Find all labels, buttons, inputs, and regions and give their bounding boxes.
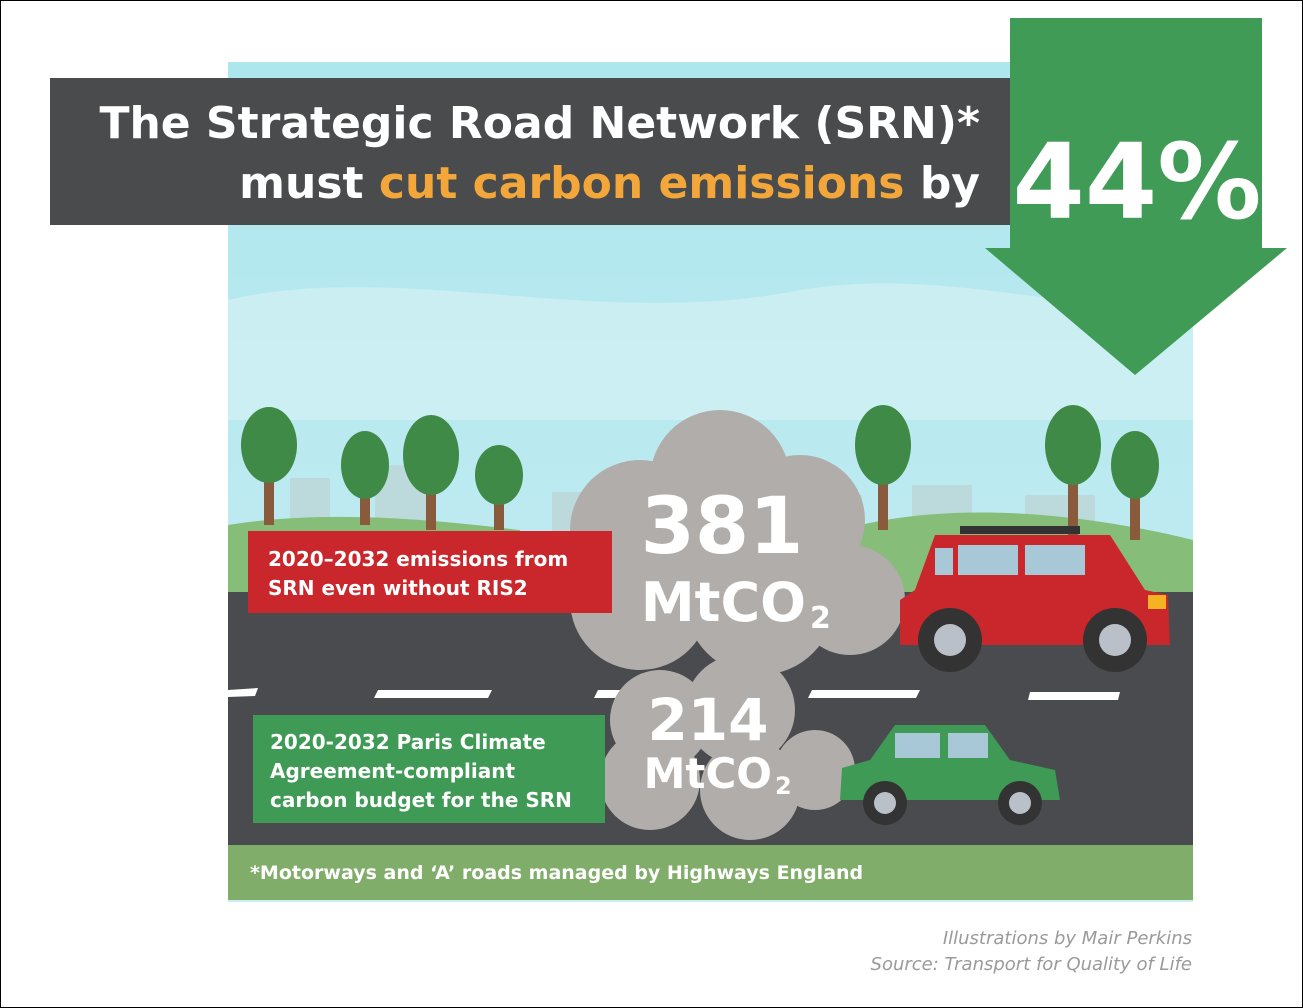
budget-label: carbon budget for the SRN (270, 788, 572, 812)
title-line: must cut carbon emissions by (239, 158, 980, 209)
percent: 44% (1013, 121, 1262, 243)
budget-label: Agreement-compliant (270, 759, 515, 783)
cloud-small (600, 655, 855, 840)
current-subscript: 2 (810, 601, 831, 636)
credit: Source: Transport for Quality of Life (871, 954, 1192, 975)
budget-label: 2020-2032 Paris Climate (270, 730, 546, 754)
budget-value: 214 (647, 686, 768, 754)
trees (241, 405, 1159, 540)
title-line: The Strategic Road Network (SRN)* (99, 98, 980, 149)
credit: Illustrations by Mair Perkins (943, 928, 1192, 949)
current-label: 2020–2032 emissions from (268, 547, 568, 571)
footer-strip (228, 845, 1193, 900)
title-highlight: cut carbon emissions (379, 158, 905, 209)
current-unit: MtCO (641, 571, 806, 634)
budget-unit: MtCO (644, 749, 772, 798)
budget-subscript: 2 (775, 772, 792, 800)
current-label: SRN even without RIS2 (268, 576, 528, 600)
title-text: must (239, 158, 363, 209)
current-label-box (248, 531, 612, 613)
title-text: by (920, 158, 980, 209)
current-value: 381 (641, 482, 804, 572)
footnote: *Motorways and ‘A’ roads managed by High… (250, 862, 863, 884)
red-car (900, 526, 1170, 672)
green-car (840, 725, 1060, 825)
title-bar (50, 78, 1010, 225)
budget-label-box (253, 715, 605, 823)
arrow (985, 18, 1287, 375)
